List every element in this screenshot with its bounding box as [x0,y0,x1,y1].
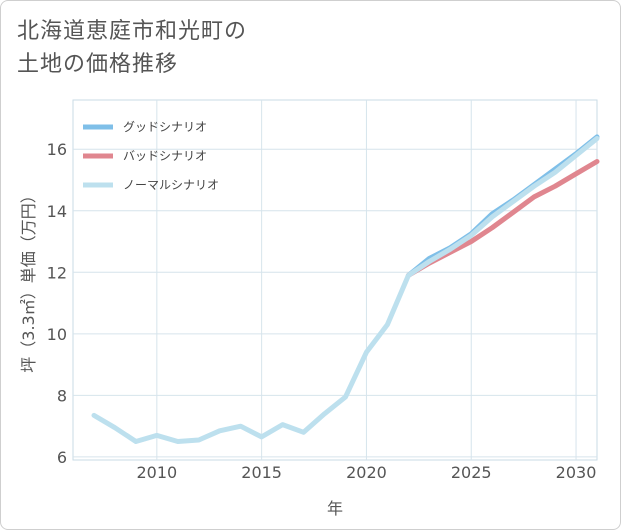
x-tick-label: 2015 [241,463,282,482]
series-line-2 [91,136,600,444]
chart-title-line-1: 北海道恵庭市和光町の [17,19,248,44]
legend-label-1[interactable]: バッドシナリオ [123,149,207,163]
y-tick-label: 6 [57,448,67,467]
chart-title-line-2: 土地の価格推移 [17,52,179,77]
legend-label-2[interactable]: ノーマルシナリオ [123,178,219,192]
y-tick-label: 16 [47,140,67,159]
x-axis-title: 年 [327,499,343,518]
grid [72,99,598,461]
x-tick-label: 2010 [136,463,177,482]
y-tick-labels: 6 8 10 12 14 16 [47,140,67,467]
y-tick-label: 14 [47,202,67,221]
chart-title: 北海道恵庭市和光町の 土地の価格推移 [17,15,247,81]
x-tick-label: 2025 [451,463,492,482]
series-lines [91,134,600,444]
y-tick-label: 8 [57,386,67,405]
y-axis-title: 坪（3.3㎡）単価（万円） [19,187,38,372]
plot-border [72,99,598,461]
x-tick-labels: 2010 2015 2020 2025 2030 [136,463,596,482]
x-tick-label: 2030 [556,463,597,482]
y-tick-label: 10 [47,325,67,344]
x-tick-label: 2020 [346,463,387,482]
legend-label-0[interactable]: グッドシナリオ [123,120,207,134]
y-tick-label: 12 [47,263,67,282]
